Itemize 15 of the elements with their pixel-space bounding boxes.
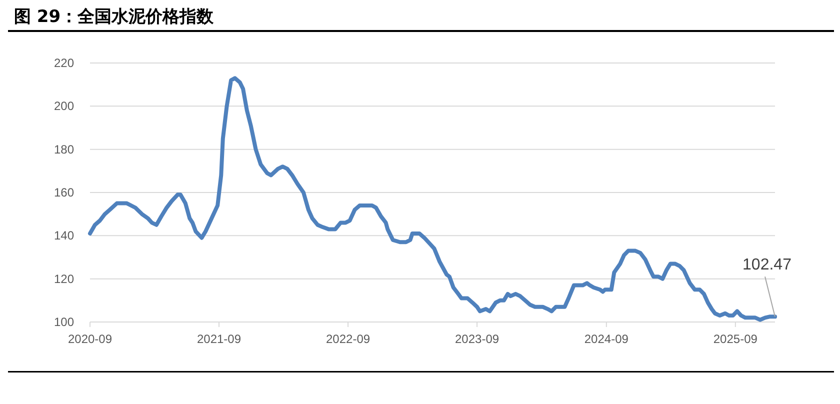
y-tick-label: 220 [54,56,74,70]
y-tick-label: 180 [54,142,74,156]
annotation: 102.47 [742,256,792,274]
y-tick-label: 120 [54,272,74,286]
x-tick-label: 2021-09 [196,332,242,346]
y-tick-label: 100 [54,315,74,329]
y-tick-label: 140 [54,228,74,243]
x-tick-label: 2025-09 [713,332,758,346]
y-tick-label: 200 [54,99,74,114]
y-tick-label: 160 [54,186,74,200]
x-tick-label: 2022-09 [326,332,370,346]
chart-title: 图 29：全国水泥价格指数 [14,7,215,27]
x-tick-label: 2020-09 [68,332,112,346]
x-tick-label: 2024-09 [584,332,629,346]
x-tick-label: 2023-09 [455,332,500,346]
